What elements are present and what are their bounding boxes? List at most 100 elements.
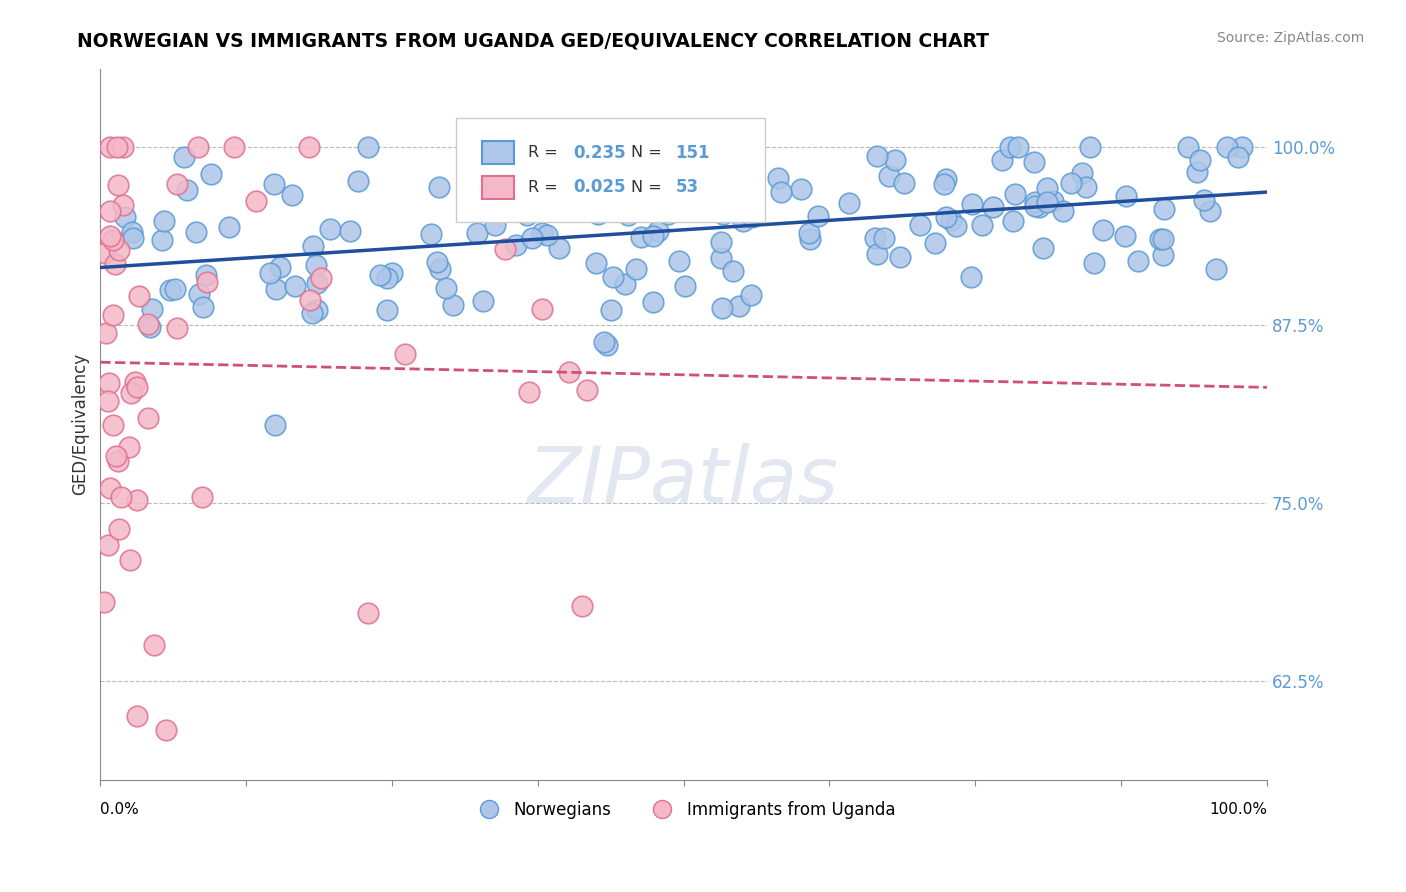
Point	[103, 418, 125, 433]
Point	[889, 251, 911, 265]
Point	[1115, 188, 1137, 202]
Point	[643, 294, 665, 309]
Point	[1230, 140, 1253, 154]
Point	[799, 232, 821, 246]
Point	[259, 266, 281, 280]
Point	[94, 245, 117, 260]
Point	[471, 293, 494, 308]
Point	[558, 365, 581, 379]
Point	[110, 490, 132, 504]
Point	[125, 709, 148, 723]
Point	[673, 279, 696, 293]
Point	[339, 224, 361, 238]
Point	[807, 209, 830, 223]
Point	[728, 300, 751, 314]
Point	[441, 298, 464, 312]
Legend: Norwegians, Immigrants from Uganda: Norwegians, Immigrants from Uganda	[465, 794, 901, 825]
Point	[637, 164, 659, 178]
Point	[186, 225, 208, 239]
Text: 151: 151	[675, 144, 710, 161]
Point	[319, 222, 342, 236]
Point	[863, 231, 886, 245]
Point	[970, 219, 993, 233]
Point	[526, 194, 548, 208]
Point	[108, 522, 131, 536]
Point	[1036, 181, 1059, 195]
Point	[1092, 222, 1115, 236]
Point	[1227, 150, 1250, 164]
Point	[710, 251, 733, 265]
Point	[908, 218, 931, 232]
FancyBboxPatch shape	[482, 141, 515, 164]
Point	[1052, 203, 1074, 218]
Point	[427, 179, 450, 194]
Point	[935, 210, 957, 224]
Point	[138, 410, 160, 425]
Point	[141, 302, 163, 317]
Point	[98, 229, 121, 244]
Point	[264, 417, 287, 432]
Point	[945, 219, 967, 233]
Point	[419, 227, 441, 241]
Point	[375, 271, 398, 285]
Point	[575, 384, 598, 398]
Point	[357, 606, 380, 620]
Point	[191, 300, 214, 314]
Point	[731, 213, 754, 227]
Point	[104, 257, 127, 271]
Point	[375, 303, 398, 318]
Text: R =: R =	[529, 145, 564, 160]
Point	[683, 175, 706, 189]
Text: 53: 53	[675, 178, 699, 196]
Text: R =: R =	[529, 180, 564, 194]
Point	[484, 219, 506, 233]
Point	[347, 173, 370, 187]
Point	[1114, 229, 1136, 244]
Point	[585, 256, 607, 270]
Point	[218, 219, 240, 234]
Point	[893, 176, 915, 190]
Point	[284, 279, 307, 293]
Point	[1060, 176, 1083, 190]
Point	[465, 227, 488, 241]
Point	[98, 204, 121, 219]
Point	[105, 449, 128, 463]
Point	[884, 153, 907, 167]
Point	[1187, 165, 1209, 179]
Point	[799, 226, 821, 240]
Point	[1042, 194, 1064, 209]
Point	[517, 385, 540, 400]
Point	[668, 254, 690, 268]
Point	[309, 271, 332, 285]
Text: 100.0%: 100.0%	[1209, 802, 1267, 817]
Text: ZIPatlas: ZIPatlas	[529, 443, 839, 519]
Point	[139, 320, 162, 334]
Point	[536, 227, 558, 242]
Point	[114, 210, 136, 224]
Point	[187, 140, 209, 154]
Point	[658, 197, 681, 211]
Point	[108, 243, 131, 257]
Point	[494, 242, 516, 256]
Point	[617, 208, 640, 222]
Point	[711, 207, 734, 221]
Point	[245, 194, 267, 209]
Point	[121, 225, 143, 239]
Point	[176, 183, 198, 197]
Point	[434, 281, 457, 295]
Point	[429, 262, 451, 277]
Point	[873, 231, 896, 245]
Point	[456, 164, 478, 178]
Point	[1149, 232, 1171, 246]
Point	[105, 140, 128, 154]
Point	[159, 283, 181, 297]
Point	[307, 302, 329, 317]
Point	[721, 264, 744, 278]
Point	[602, 269, 624, 284]
Point	[685, 149, 707, 163]
Point	[1192, 193, 1215, 207]
Point	[1177, 140, 1199, 154]
Point	[600, 302, 623, 317]
Point	[790, 182, 813, 196]
Point	[1002, 213, 1025, 227]
